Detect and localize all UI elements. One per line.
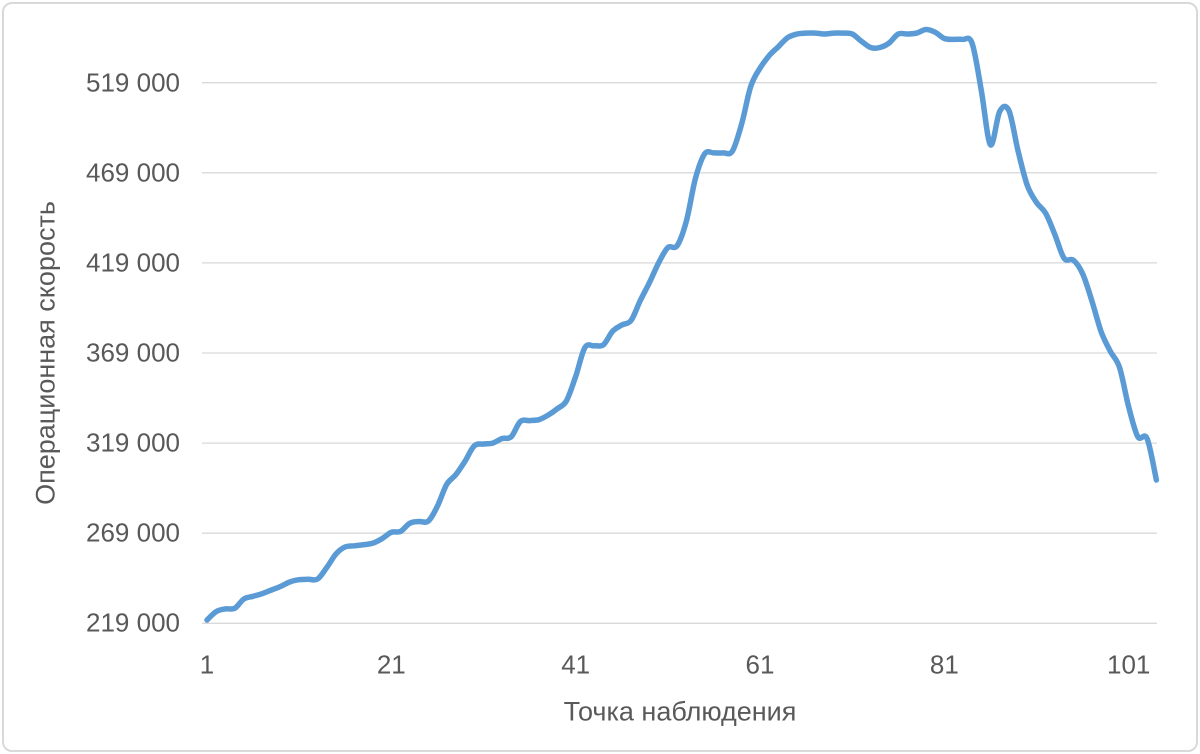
x-tick-label: 21: [376, 649, 406, 680]
x-tick-label: 81: [929, 649, 959, 680]
x-tick-label: 101: [1106, 649, 1151, 680]
gridlines: [202, 82, 1157, 624]
y-tick-label: 519 000: [86, 67, 180, 98]
x-tick-label: 61: [745, 649, 775, 680]
y-tick-label: 319 000: [86, 427, 180, 458]
x-tick-label: 41: [561, 649, 591, 680]
series-line: [204, 26, 1160, 623]
x-tick-label: 1: [199, 649, 215, 680]
y-tick-label: 469 000: [86, 157, 180, 188]
y-tick-label: 269 000: [86, 517, 180, 548]
x-axis-title: Точка наблюдения: [563, 696, 797, 727]
y-tick-label: 369 000: [86, 337, 180, 368]
y-tick-label: 219 000: [86, 607, 180, 638]
y-tick-label: 419 000: [86, 247, 180, 278]
